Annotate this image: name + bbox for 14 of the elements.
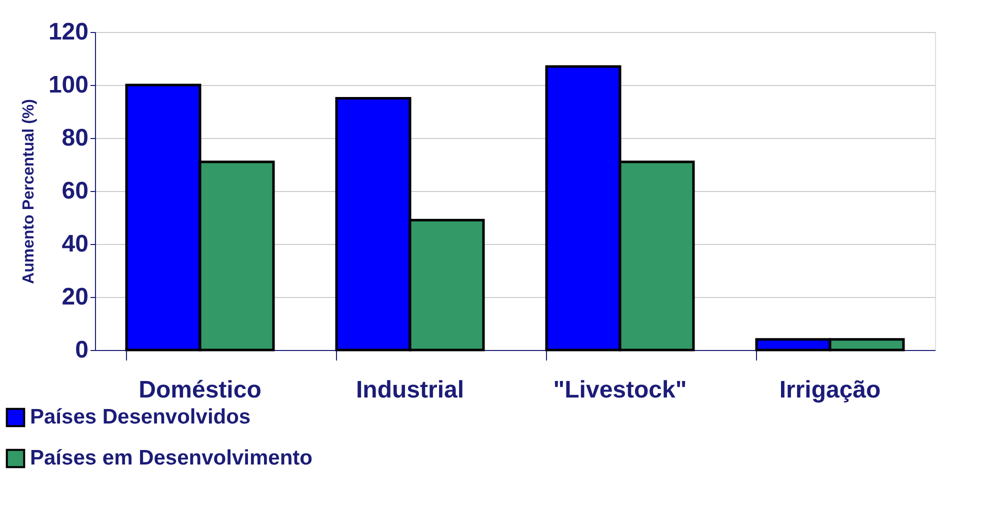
y-tick-label: 60 — [62, 178, 88, 204]
y-tick-label: 20 — [62, 284, 88, 310]
legend-label: Países em Desenvolvimento — [30, 446, 312, 470]
y-tick-label: 0 — [75, 336, 88, 364]
y-axis-title: Aumento Percentual (%) — [20, 99, 38, 284]
y-tick-label: 100 — [48, 72, 88, 98]
y-tick-label: 40 — [62, 230, 88, 258]
y-tick-label: 120 — [48, 18, 88, 46]
x-tick-label: Doméstico — [138, 376, 262, 404]
x-tick-label: "Livestock" — [553, 376, 687, 404]
legend-label: Países Desenvolvidos — [30, 406, 251, 428]
x-tick-label: Industrial — [356, 376, 464, 404]
x-tick-label: Irrigação — [779, 376, 881, 404]
y-tick-label: 80 — [62, 124, 88, 152]
